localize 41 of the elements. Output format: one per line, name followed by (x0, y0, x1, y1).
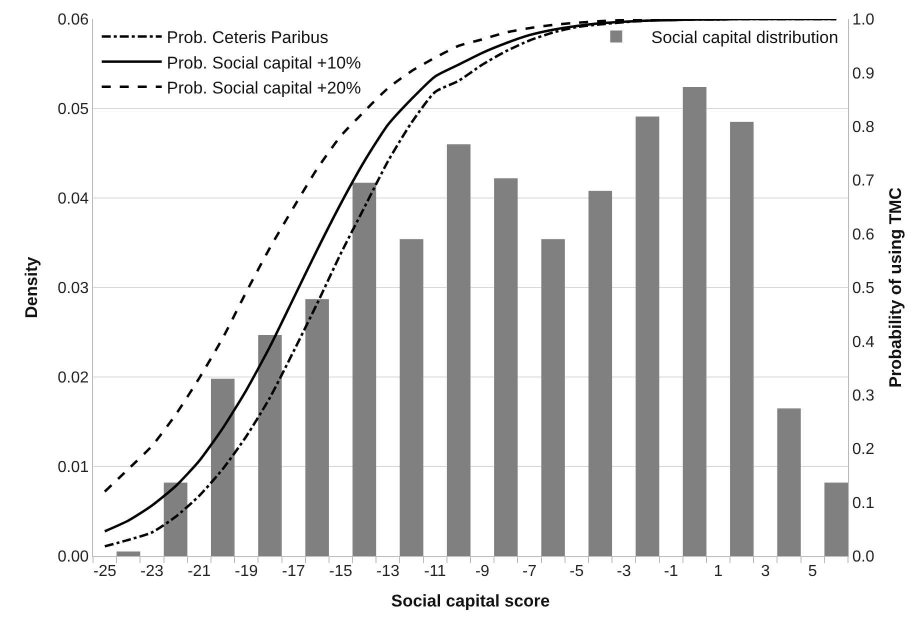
y2-tick-label: 0.7 (852, 172, 875, 190)
legend-label: Prob. Ceteris Paribus (166, 28, 328, 48)
x-tick-label: -5 (570, 563, 584, 580)
y-tick-label: 0.06 (58, 12, 89, 29)
x-tick-label: -9 (475, 563, 490, 580)
y-tick-label: 0.03 (58, 280, 89, 298)
x-tick-label: -19 (234, 563, 258, 580)
x-tick-label: -21 (188, 563, 211, 580)
y2-tick-label: 1.0 (852, 12, 875, 29)
x-axis-title: Social capital score (391, 592, 550, 611)
x-tick-label: -1 (664, 563, 678, 580)
y-tick-label: 0.00 (58, 548, 89, 566)
y2-tick-label: 0.9 (852, 65, 875, 82)
x-tick-label: -3 (616, 563, 632, 580)
x-tick-label: -13 (376, 563, 400, 580)
y2-tick-label: 0.0 (852, 548, 875, 566)
x-tick-label: -7 (522, 563, 537, 580)
x-tick-label: -17 (282, 563, 306, 580)
y-tick-label: 0.01 (58, 459, 89, 476)
x-tick-label: -15 (329, 563, 352, 580)
y-axis-title: Density (22, 256, 42, 318)
y-tick-label: 0.05 (58, 101, 89, 118)
y2-axis-title: Probability of using TMC (886, 187, 905, 388)
x-tick-label: 1 (714, 563, 723, 580)
x-tick-label: 5 (808, 563, 818, 580)
y2-tick-label: 0.2 (852, 441, 875, 458)
y2-tick-label: 0.5 (852, 280, 875, 298)
legend-label: Prob. Social capital +20% (166, 78, 361, 98)
y2-tick-label: 0.1 (852, 494, 875, 512)
y-tick-label: 0.04 (58, 190, 89, 208)
y-tick-label: 0.02 (58, 370, 89, 387)
legend-label: Prob. Social capital +10% (166, 53, 361, 72)
x-tick-label: 3 (760, 563, 770, 580)
y2-tick-label: 0.8 (852, 119, 875, 136)
x-tick-label: -25 (93, 563, 116, 580)
legend-label: Social capital distribution (651, 28, 838, 48)
y2-tick-label: 0.3 (852, 388, 875, 404)
y2-tick-label: 0.6 (852, 226, 875, 244)
y2-tick-label: 0.4 (852, 334, 875, 351)
x-tick-label: -23 (140, 563, 164, 580)
x-tick-label: -11 (424, 563, 446, 580)
